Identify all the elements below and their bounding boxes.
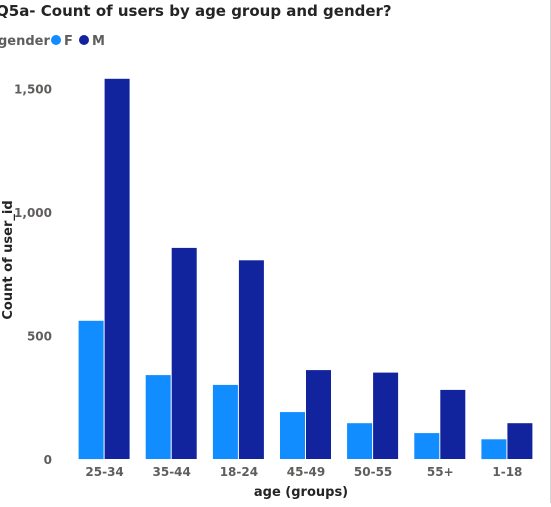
bar-m-1-18[interactable] <box>507 423 533 459</box>
bar-m-25-34[interactable] <box>104 78 130 460</box>
y-tick-label: 0 <box>44 453 52 467</box>
legend-label-f[interactable]: F <box>64 34 73 49</box>
x-axis-title: age (groups) <box>254 485 348 500</box>
bars <box>78 78 533 460</box>
bar-f-45-49[interactable] <box>280 412 305 459</box>
bar-f-25-34[interactable] <box>78 320 104 460</box>
bar-m-55+[interactable] <box>440 389 466 459</box>
bar-m-35-44[interactable] <box>171 247 197 459</box>
y-tick-label: 500 <box>27 330 52 344</box>
legend-label-m[interactable]: M <box>92 34 105 49</box>
bar-f-18-24[interactable] <box>212 384 238 459</box>
bar-f-50-55[interactable] <box>347 423 373 459</box>
y-axis: 0 500 1,000 1,500 <box>14 83 52 467</box>
bar-m-18-24[interactable] <box>238 260 264 459</box>
legend-marker-f <box>51 35 61 45</box>
legend[interactable]: gender F M <box>0 34 105 49</box>
x-axis: 25-34 35-44 18-24 45-49 50-55 55+ 1-18 <box>85 465 522 479</box>
x-tick-label: 18-24 <box>220 465 258 479</box>
bar-f-1-18[interactable] <box>481 439 507 460</box>
x-tick-label: 50-55 <box>354 465 392 479</box>
bar-f-35-44[interactable] <box>145 375 171 459</box>
bar-m-50-55[interactable] <box>373 372 399 459</box>
legend-marker-m <box>79 35 89 45</box>
y-tick-label: 1,000 <box>14 206 52 220</box>
chart-title: Q5a- Count of users by age group and gen… <box>0 2 392 20</box>
x-tick-label: 35-44 <box>153 465 191 479</box>
legend-title: gender <box>0 34 51 49</box>
bar-f-55+[interactable] <box>414 433 440 459</box>
x-tick-label: 1-18 <box>492 465 522 479</box>
bar-m-45-49[interactable] <box>306 370 331 459</box>
x-tick-label: 55+ <box>427 465 454 479</box>
x-tick-label: 25-34 <box>85 465 123 479</box>
y-tick-label: 1,500 <box>14 83 52 97</box>
y-axis-title: Count of user_id <box>1 200 16 319</box>
x-tick-label: 45-49 <box>287 465 325 479</box>
